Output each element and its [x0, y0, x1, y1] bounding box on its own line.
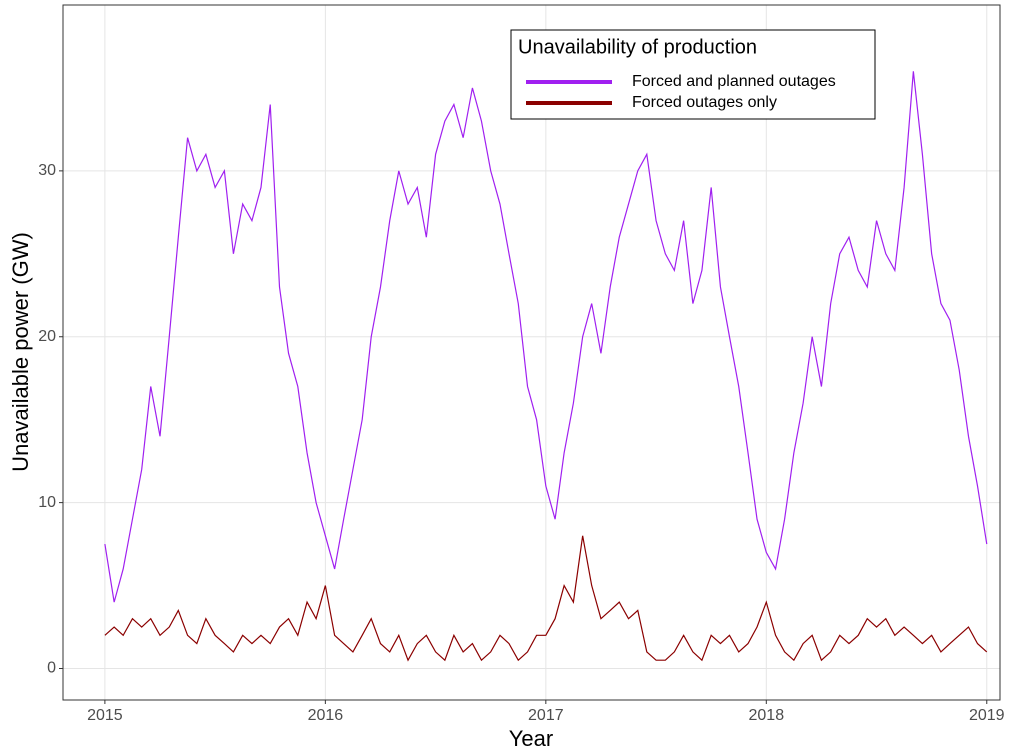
lines [104, 71, 988, 662]
legend-label: Forced and planned outages [632, 73, 836, 90]
y-tick-label: 10 [38, 494, 56, 511]
series-line [104, 71, 988, 603]
y-axis-title: Unavailable power (GW) [8, 232, 33, 472]
y-tick-label: 0 [47, 660, 56, 677]
x-axis-title: Year [509, 726, 553, 751]
panel-border [62, 4, 1001, 701]
legend-box [510, 29, 876, 120]
grid [63, 5, 1000, 700]
ticks: 0 10 20 30 2015 2016 2017 2018 2019 [38, 162, 1004, 724]
x-tick-label: 2015 [87, 707, 123, 724]
x-tick-label: 2017 [528, 707, 564, 724]
series-line [104, 535, 988, 662]
x-tick-label: 2018 [749, 707, 785, 724]
y-tick-label: 30 [38, 162, 56, 179]
x-tick-label: 2016 [308, 707, 344, 724]
y-tick-label: 20 [38, 328, 56, 345]
legend-title: Unavailability of production [518, 36, 757, 58]
legend: Unavailability of production Forced and … [510, 29, 876, 120]
x-tick-label: 2019 [969, 707, 1005, 724]
legend-label: Forced outages only [632, 94, 777, 111]
